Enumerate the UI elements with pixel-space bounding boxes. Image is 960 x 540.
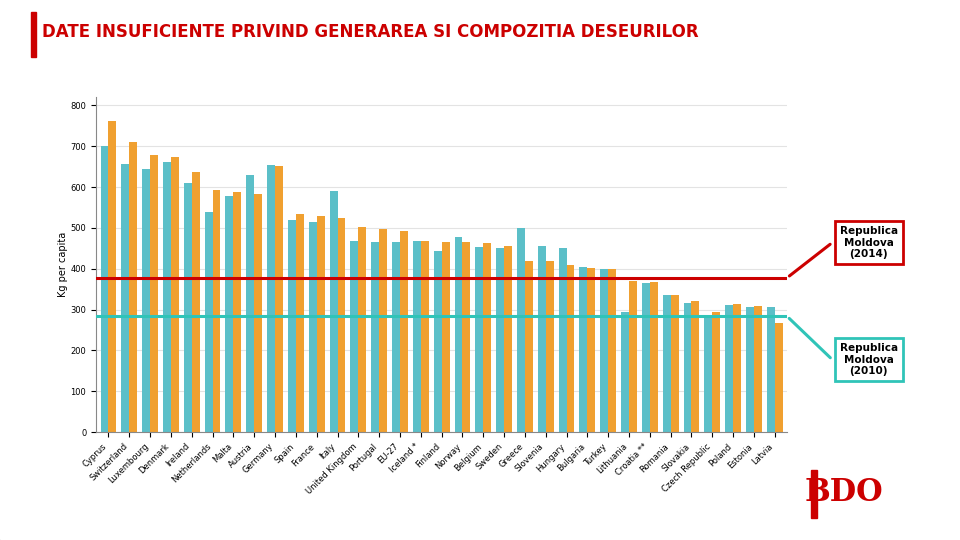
Bar — [691, 301, 699, 432]
Bar — [746, 307, 754, 432]
Bar — [588, 268, 595, 432]
Bar — [267, 165, 276, 432]
Text: BDO: BDO — [804, 477, 883, 508]
Bar — [171, 157, 179, 432]
Bar — [372, 242, 379, 432]
Bar — [642, 283, 650, 432]
Bar — [192, 172, 200, 432]
Bar — [684, 303, 691, 432]
Bar — [247, 175, 254, 432]
Bar — [580, 267, 588, 432]
Bar — [163, 162, 171, 432]
Bar — [434, 251, 442, 432]
Bar — [350, 241, 358, 432]
Bar — [233, 192, 241, 432]
Bar — [621, 312, 629, 432]
Bar — [559, 248, 566, 432]
Bar — [338, 219, 346, 432]
Bar — [317, 215, 324, 432]
Bar — [329, 191, 338, 432]
Bar — [226, 196, 233, 432]
Y-axis label: Kg per capita: Kg per capita — [58, 232, 67, 297]
Bar — [309, 222, 317, 432]
Bar — [101, 146, 108, 432]
Bar — [671, 295, 679, 432]
Bar — [392, 242, 400, 432]
Bar — [629, 281, 636, 432]
Bar — [705, 316, 712, 432]
Bar — [184, 183, 192, 432]
Bar — [600, 269, 608, 432]
Bar — [379, 228, 387, 432]
Bar — [483, 244, 492, 432]
Bar — [463, 242, 470, 432]
Bar — [775, 322, 782, 432]
Bar — [662, 295, 671, 432]
Bar — [545, 260, 554, 432]
Bar — [108, 121, 116, 432]
Bar — [212, 190, 221, 432]
Bar — [566, 266, 574, 432]
Bar — [358, 227, 366, 432]
Bar — [525, 260, 533, 432]
Bar — [454, 237, 463, 432]
Bar — [496, 248, 504, 432]
Bar — [712, 312, 720, 432]
Bar — [121, 164, 130, 432]
Bar — [150, 155, 158, 432]
Bar — [296, 214, 303, 432]
Text: Republica
Moldova
(2014): Republica Moldova (2014) — [840, 226, 898, 259]
Bar — [504, 246, 512, 432]
Bar — [754, 306, 762, 432]
Text: DATE INSUFICIENTE PRIVIND GENERAREA SI COMPOZITIA DESEURILOR: DATE INSUFICIENTE PRIVIND GENERAREA SI C… — [42, 23, 699, 40]
Bar — [517, 228, 525, 432]
Bar — [733, 304, 741, 432]
Bar — [288, 220, 296, 432]
Bar — [725, 306, 733, 432]
Bar — [420, 241, 429, 432]
Bar — [650, 282, 658, 432]
Bar — [276, 166, 283, 432]
Bar — [142, 169, 150, 432]
Text: Republica
Moldova
(2010): Republica Moldova (2010) — [840, 343, 898, 376]
Bar — [608, 269, 616, 432]
Bar — [400, 231, 408, 432]
Bar — [130, 142, 137, 432]
Bar — [767, 307, 775, 432]
Bar — [254, 194, 262, 432]
Bar — [413, 241, 420, 432]
Bar — [442, 242, 449, 432]
Bar — [204, 212, 212, 432]
Bar — [475, 247, 483, 432]
Bar — [538, 246, 545, 432]
